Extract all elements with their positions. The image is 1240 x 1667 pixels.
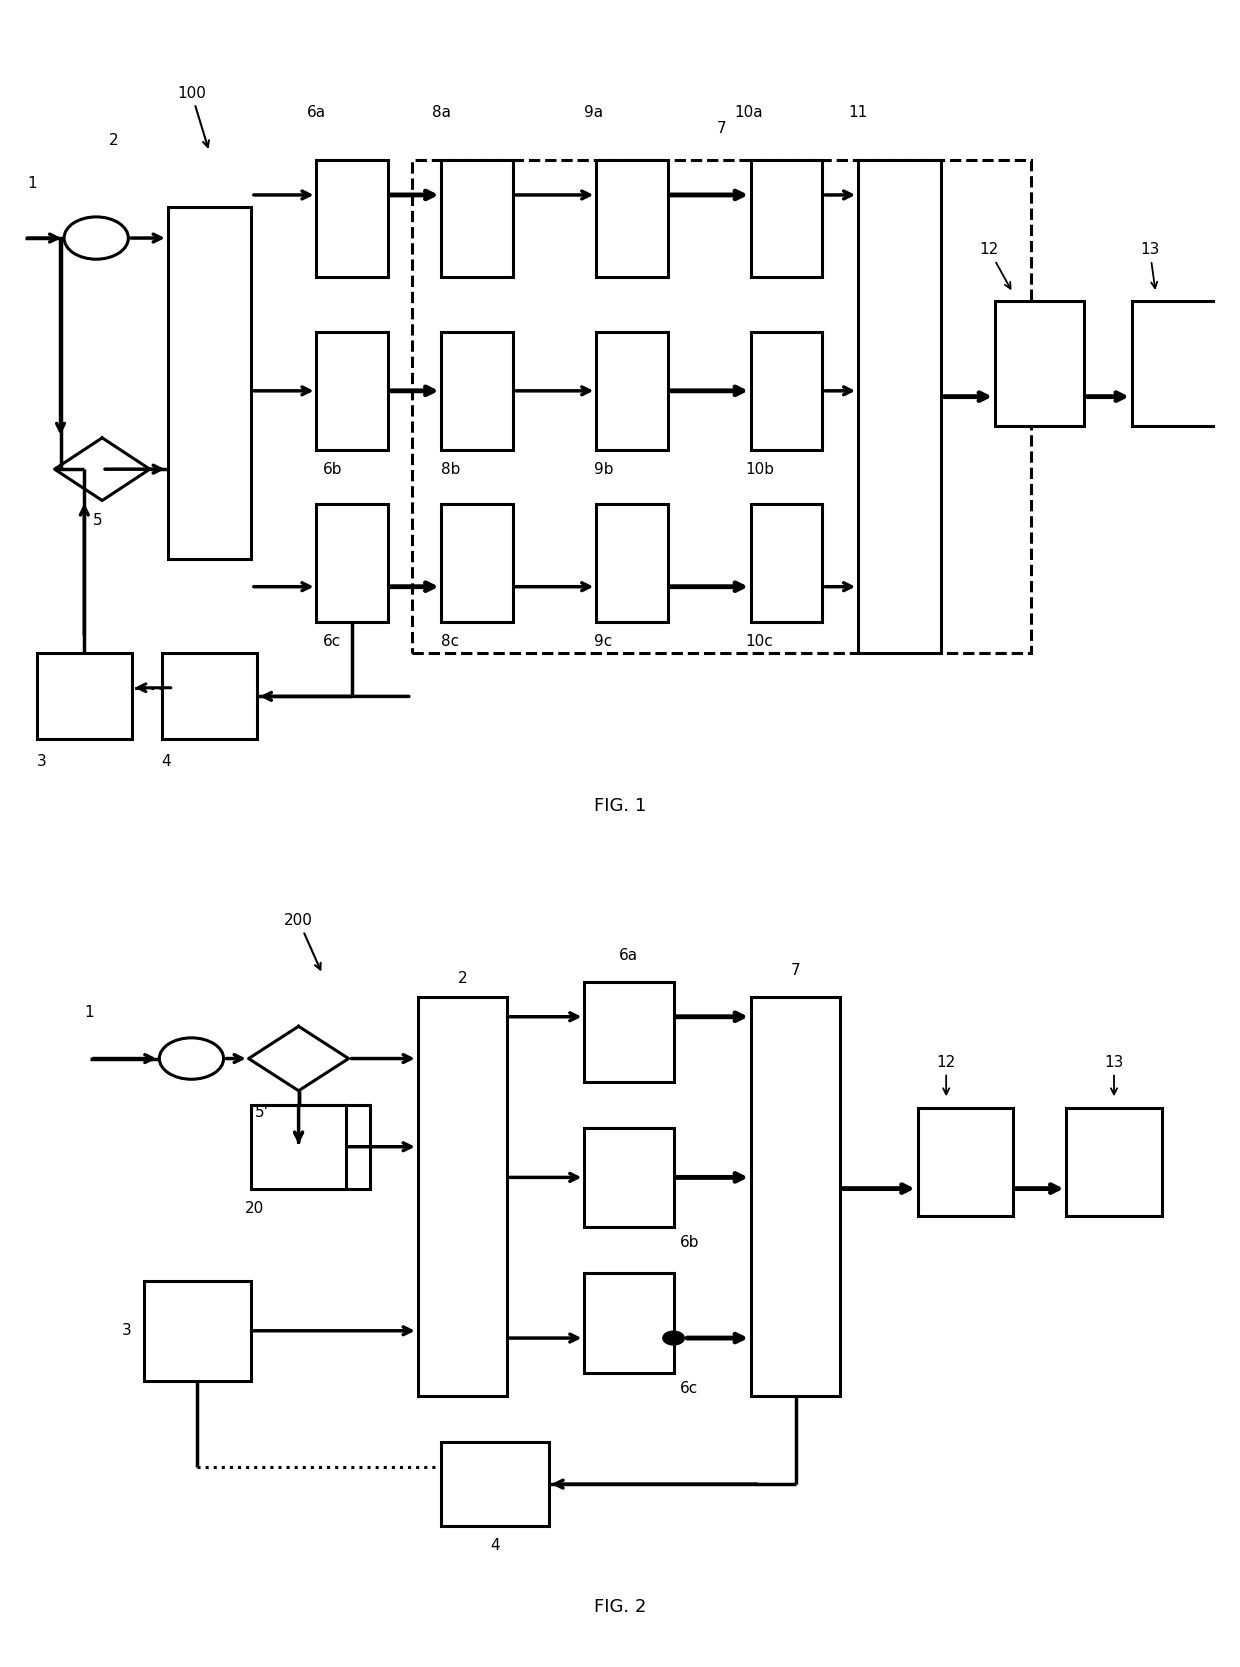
Text: 13: 13 [1140,242,1159,288]
Text: 4: 4 [161,753,171,768]
Text: 10b: 10b [745,462,774,477]
Bar [441,1442,548,1527]
Bar [584,1127,673,1227]
Circle shape [64,217,129,258]
Text: 8c: 8c [441,633,460,648]
Circle shape [663,1332,684,1345]
Bar [751,505,822,622]
Bar [316,505,388,622]
Text: 3: 3 [123,1324,131,1339]
Text: 10c: 10c [745,633,773,648]
Text: 9a: 9a [584,105,604,120]
Bar [596,160,667,277]
Text: 6a: 6a [306,105,326,120]
Text: 2: 2 [109,133,119,148]
Text: 1: 1 [27,175,37,190]
Text: 6c: 6c [680,1380,698,1395]
Bar [441,332,513,450]
Bar [441,160,513,277]
Text: 12: 12 [980,242,1011,288]
Text: 2: 2 [458,970,467,985]
Bar [418,997,507,1395]
Bar [858,160,941,653]
Text: 4: 4 [490,1539,500,1554]
Circle shape [159,1039,223,1079]
Text: FIG. 2: FIG. 2 [594,1599,646,1615]
Text: 200: 200 [284,914,321,970]
Text: 9b: 9b [594,462,614,477]
Bar [412,160,1030,653]
Text: 7: 7 [717,122,725,135]
Bar [275,1105,370,1189]
Polygon shape [248,1027,348,1090]
Text: 8b: 8b [441,462,461,477]
Bar [161,653,257,740]
Bar [167,207,250,560]
Bar [751,332,822,450]
Bar [250,1105,346,1189]
Bar [596,505,667,622]
Text: 7: 7 [791,964,800,979]
Bar [596,332,667,450]
Text: 6c: 6c [322,633,341,648]
Text: 6b: 6b [680,1235,699,1250]
Text: 100: 100 [177,85,210,147]
Text: 10a: 10a [734,105,763,120]
Bar [37,653,131,740]
Text: 11: 11 [848,105,868,120]
Bar [1066,1109,1162,1215]
Polygon shape [55,438,150,500]
Bar [751,160,822,277]
Bar [584,1274,673,1374]
Bar [144,1280,250,1380]
Text: 8a: 8a [432,105,451,120]
Bar [994,300,1084,427]
Text: 6b: 6b [322,462,342,477]
Text: 20: 20 [246,1200,264,1215]
Text: 12: 12 [936,1055,956,1095]
Bar [918,1109,1013,1215]
Text: 9c: 9c [594,633,613,648]
Bar [316,332,388,450]
Text: 3: 3 [37,753,46,768]
Bar [584,982,673,1082]
Text: 13: 13 [1105,1055,1123,1095]
Text: 1: 1 [84,1005,94,1020]
Text: 5: 5 [93,513,102,527]
Text: 6a: 6a [619,947,639,962]
Text: 5': 5' [255,1105,269,1120]
Bar [751,997,841,1395]
Text: FIG. 1: FIG. 1 [594,797,646,815]
Bar [1132,300,1221,427]
Bar [316,160,388,277]
Bar [441,505,513,622]
